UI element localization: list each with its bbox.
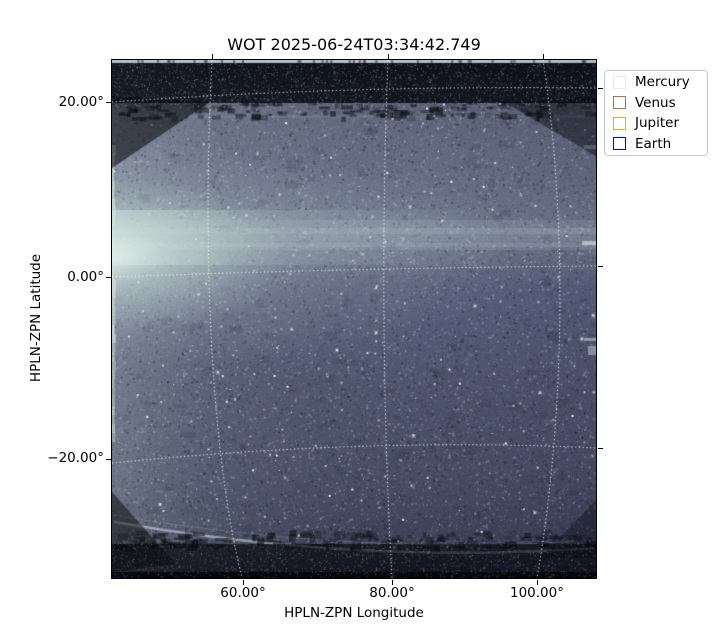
- legend-item-venus: Venus: [605, 93, 707, 113]
- ytick-label-0: 0.00°: [67, 269, 104, 285]
- axis-tick: [597, 447, 603, 449]
- plot-title: WOT 2025-06-24T03:34:42.749: [227, 35, 481, 54]
- ytick-label-m20: −20.00°: [47, 450, 104, 466]
- legend-label-jupiter: Jupiter: [635, 115, 680, 132]
- xtick-label-60: 60.00°: [220, 585, 266, 601]
- legend-item-mercury: Mercury: [605, 72, 707, 92]
- legend-item-earth: Earth: [605, 134, 707, 154]
- venus-marker-icon: [613, 96, 626, 110]
- jupiter-marker-icon: [613, 116, 626, 130]
- mercury-marker-icon: [613, 75, 626, 89]
- axis-tick: [597, 265, 603, 267]
- axis-tick: [597, 87, 603, 89]
- legend-label-mercury: Mercury: [635, 74, 690, 91]
- starfield-image: [111, 59, 596, 578]
- legend-label-earth: Earth: [635, 135, 672, 152]
- axis-tick: [106, 458, 111, 460]
- ytick-label-20: 20.00°: [58, 94, 104, 110]
- axis-tick: [242, 579, 244, 585]
- y-axis-label: HPLN-ZPN Latitude: [28, 253, 44, 383]
- axis-tick: [536, 579, 538, 585]
- xtick-label-80: 80.00°: [369, 585, 415, 601]
- legend-label-venus: Venus: [635, 94, 676, 111]
- x-axis-label: HPLN-ZPN Longitude: [284, 605, 424, 621]
- axis-tick: [106, 101, 111, 103]
- legend: Mercury Venus Jupiter Earth: [604, 70, 708, 156]
- axis-tick: [387, 54, 389, 59]
- axis-tick: [106, 276, 111, 278]
- axis-tick: [542, 54, 544, 59]
- earth-marker-icon: [613, 137, 626, 151]
- axis-tick: [391, 579, 393, 585]
- axis-tick: [211, 54, 213, 59]
- legend-item-jupiter: Jupiter: [605, 113, 707, 133]
- xtick-label-100: 100.00°: [510, 585, 564, 601]
- plot-area: [110, 58, 597, 579]
